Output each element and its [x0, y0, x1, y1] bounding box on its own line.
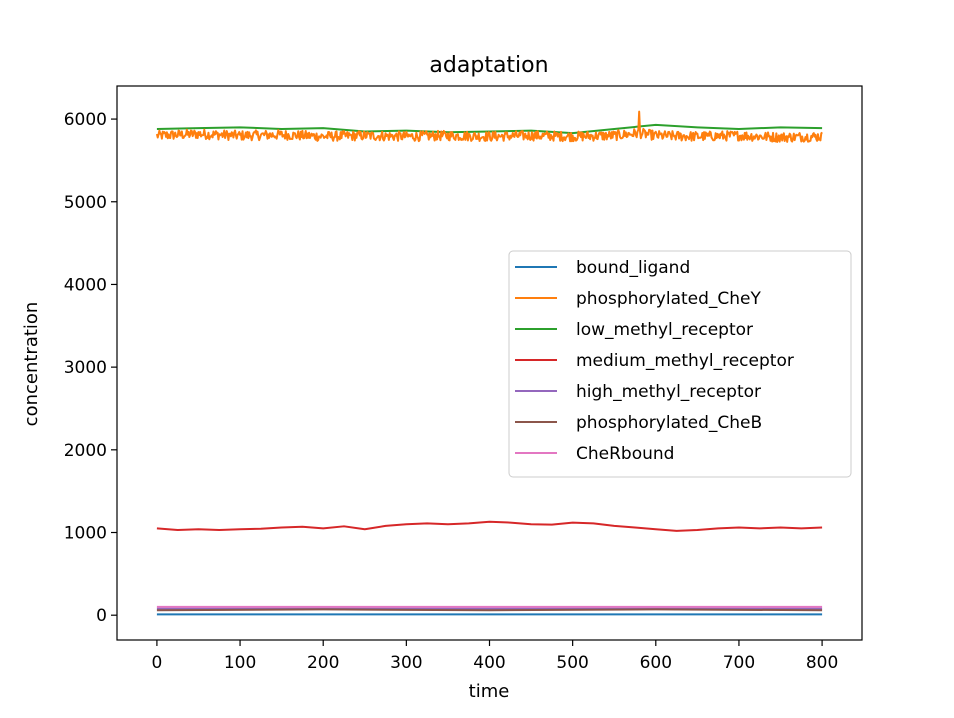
- series-line-medium-methyl-receptor: [156, 520, 823, 532]
- x-tick-label: 200: [307, 653, 339, 673]
- legend-label: low_methyl_receptor: [576, 320, 753, 340]
- chart-title: adaptation: [429, 53, 548, 78]
- x-tick-label: 500: [556, 653, 588, 673]
- x-axis-label: time: [469, 681, 510, 702]
- x-tick-label: 700: [723, 653, 755, 673]
- y-tick-label: 1000: [64, 524, 107, 544]
- x-axis-ticks: 0 100 200 300 400 500 600 700 800: [151, 640, 838, 673]
- series-lines: [155, 110, 823, 616]
- y-tick-label: 0: [96, 606, 107, 626]
- y-tick-label: 3000: [64, 358, 107, 378]
- x-tick-label: 100: [224, 653, 256, 673]
- y-axis-label: concentration: [21, 302, 42, 427]
- legend: bound_ligand phosphorylated_CheY low_methy…: [508, 250, 852, 478]
- series-line-phosphorylated-chey: [155, 110, 823, 143]
- x-tick-label: 400: [473, 653, 505, 673]
- x-tick-label: 600: [640, 653, 672, 673]
- legend-label: CheRbound: [576, 444, 674, 464]
- legend-label: high_methyl_receptor: [576, 382, 761, 402]
- y-tick-label: 2000: [64, 441, 107, 461]
- x-tick-label: 800: [806, 653, 838, 673]
- y-axis-ticks: 0 1000 2000 3000 4000 5000 6000: [64, 110, 117, 626]
- y-tick-label: 5000: [64, 193, 107, 213]
- series-line-low-methyl-receptor: [156, 123, 823, 135]
- legend-label: bound_ligand: [576, 258, 690, 278]
- x-tick-label: 300: [390, 653, 422, 673]
- legend-box: [508, 250, 852, 478]
- legend-label: phosphorylated_CheY: [576, 289, 761, 309]
- legend-label: medium_methyl_receptor: [576, 351, 794, 371]
- series-line-phosphorylated-cheb: [156, 608, 823, 612]
- y-tick-label: 6000: [64, 110, 107, 130]
- legend-label: phosphorylated_CheB: [576, 413, 762, 433]
- y-tick-label: 4000: [64, 275, 107, 295]
- x-tick-label: 0: [151, 653, 162, 673]
